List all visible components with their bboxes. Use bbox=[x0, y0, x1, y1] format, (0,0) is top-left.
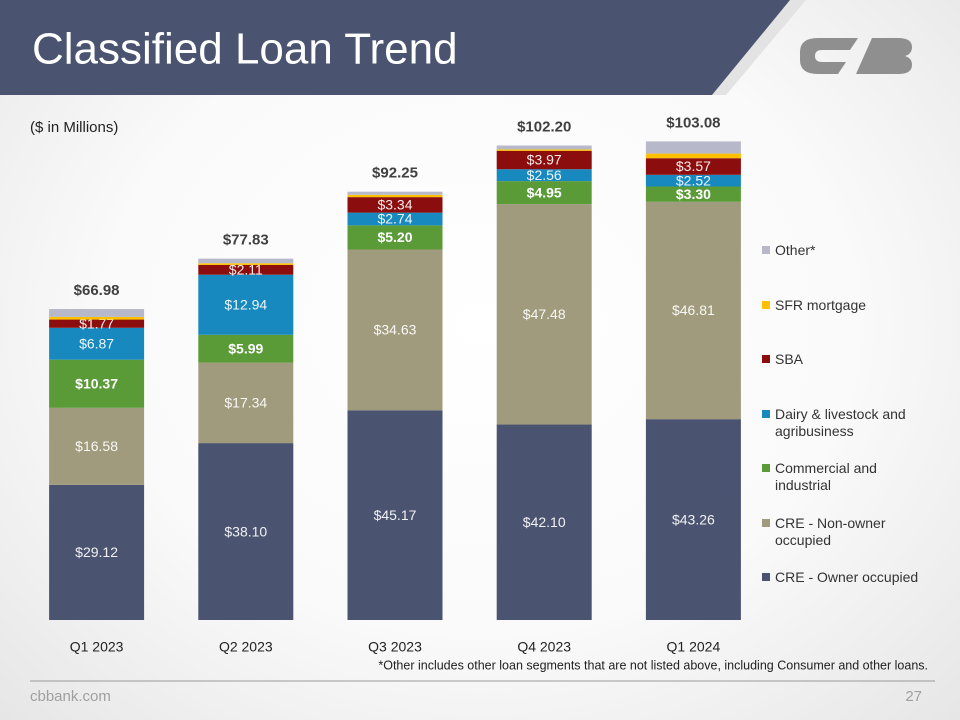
data-label: $45.17 bbox=[374, 507, 417, 523]
total-label: $92.25 bbox=[372, 165, 418, 182]
legend-swatch bbox=[762, 409, 770, 418]
data-label: $6.87 bbox=[79, 335, 114, 351]
total-label: $66.98 bbox=[74, 282, 120, 299]
total-label: $103.08 bbox=[666, 114, 720, 131]
legend-label: SFR mortgage bbox=[775, 296, 867, 313]
bar-segment bbox=[49, 316, 145, 320]
x-tick-label: Q2 2023 bbox=[219, 639, 273, 655]
page-number: 27 bbox=[905, 688, 922, 705]
data-label: $47.48 bbox=[523, 306, 566, 322]
legend-label: Commercial and industrial bbox=[775, 460, 877, 493]
legend-item: SBA bbox=[762, 351, 932, 368]
legend-swatch bbox=[762, 573, 770, 581]
x-tick-label: Q4 2023 bbox=[517, 639, 571, 655]
data-label: $2.74 bbox=[377, 211, 412, 227]
footer-site: cbbank.com bbox=[30, 688, 111, 705]
bar-segment bbox=[347, 197, 443, 213]
legend-swatch bbox=[762, 300, 770, 309]
legend-label: CRE - Owner occupied bbox=[775, 569, 919, 585]
data-label: $34.63 bbox=[374, 322, 417, 338]
data-label: $12.94 bbox=[224, 296, 267, 312]
data-label: $29.12 bbox=[75, 544, 118, 560]
bar-segment bbox=[198, 443, 294, 620]
data-label: $4.95 bbox=[527, 184, 562, 200]
bar-segment bbox=[645, 141, 741, 154]
data-label: $3.30 bbox=[676, 186, 711, 202]
bar-segment bbox=[496, 145, 592, 150]
bar-segment bbox=[49, 484, 145, 620]
data-label: $10.37 bbox=[75, 375, 118, 391]
bar-segment bbox=[198, 264, 294, 275]
bar-segment bbox=[198, 258, 294, 264]
legend-item: Other* bbox=[762, 242, 932, 259]
bar-segment bbox=[198, 274, 294, 335]
data-label: $5.99 bbox=[228, 340, 263, 356]
data-label: $3.97 bbox=[527, 152, 562, 168]
bar-segment bbox=[496, 169, 592, 182]
legend-swatch bbox=[762, 246, 770, 254]
bar-segment bbox=[49, 319, 145, 328]
legend-label: Dairy & livestock and agribusiness bbox=[775, 405, 906, 439]
bar-segment bbox=[347, 225, 443, 250]
legend-swatch bbox=[762, 518, 770, 527]
data-label: $2.56 bbox=[527, 167, 562, 183]
bar-segment bbox=[198, 362, 294, 444]
logo bbox=[800, 38, 912, 74]
total-label: $102.20 bbox=[517, 118, 571, 135]
header-band bbox=[0, 0, 790, 95]
bar-segment bbox=[645, 158, 741, 175]
bar-segment bbox=[49, 359, 145, 408]
data-label: $42.10 bbox=[523, 514, 566, 530]
bar-segment bbox=[49, 327, 145, 360]
legend-label: CRE - Non-owner occupied bbox=[775, 514, 886, 548]
bar-segment bbox=[645, 419, 741, 620]
legend-item: SFR mortgage bbox=[762, 297, 932, 314]
bar-segment bbox=[496, 149, 592, 151]
data-label: $43.26 bbox=[672, 511, 715, 527]
x-tick-label: Q1 2024 bbox=[667, 639, 721, 655]
x-tick-label: Q1 2023 bbox=[70, 639, 124, 655]
data-label: $2.11 bbox=[229, 262, 263, 278]
data-label: $5.20 bbox=[377, 229, 412, 245]
bar-segment bbox=[49, 309, 145, 317]
data-label: $2.52 bbox=[676, 172, 711, 188]
data-label: $3.34 bbox=[377, 197, 412, 213]
bar-segment bbox=[347, 410, 443, 620]
data-label: $46.81 bbox=[672, 302, 715, 318]
data-label: $3.57 bbox=[676, 158, 711, 174]
total-label: $77.83 bbox=[223, 232, 269, 249]
bar-segment bbox=[347, 249, 443, 411]
bar-segment bbox=[496, 424, 592, 620]
bar-segment bbox=[347, 212, 443, 226]
bar-segment bbox=[49, 407, 145, 485]
legend-swatch bbox=[762, 355, 770, 363]
data-label: $16.58 bbox=[75, 438, 118, 454]
legend-item: CRE - Owner occupied bbox=[762, 569, 932, 586]
bar-segment bbox=[645, 186, 741, 202]
subtitle: ($ in Millions) bbox=[30, 119, 118, 136]
legend-swatch bbox=[762, 464, 770, 472]
legend-item: Dairy & livestock and agribusiness bbox=[762, 406, 932, 440]
x-tick-label: Q3 2023 bbox=[368, 639, 422, 655]
footnote: *Other includes other loan segments that… bbox=[378, 658, 928, 672]
data-label: $38.10 bbox=[224, 523, 267, 539]
bar-segment bbox=[496, 204, 592, 425]
legend-item: Commercial and industrial bbox=[762, 460, 932, 494]
data-label: $17.34 bbox=[224, 395, 267, 411]
bar-segment bbox=[645, 174, 741, 187]
bar-segment bbox=[645, 153, 741, 159]
bar-segment bbox=[198, 263, 294, 265]
bar-segment bbox=[496, 150, 592, 170]
legend-label: SBA bbox=[775, 351, 804, 367]
bar-segment bbox=[347, 194, 443, 198]
bar-segment bbox=[496, 181, 592, 205]
bar-segment bbox=[347, 191, 443, 195]
legend-item: CRE - Non-owner occupied bbox=[762, 515, 932, 549]
bar-segment bbox=[198, 334, 294, 363]
bar-segment bbox=[645, 201, 741, 420]
legend-label: Other* bbox=[775, 242, 816, 258]
slide-title: Classified Loan Trend bbox=[32, 25, 458, 74]
